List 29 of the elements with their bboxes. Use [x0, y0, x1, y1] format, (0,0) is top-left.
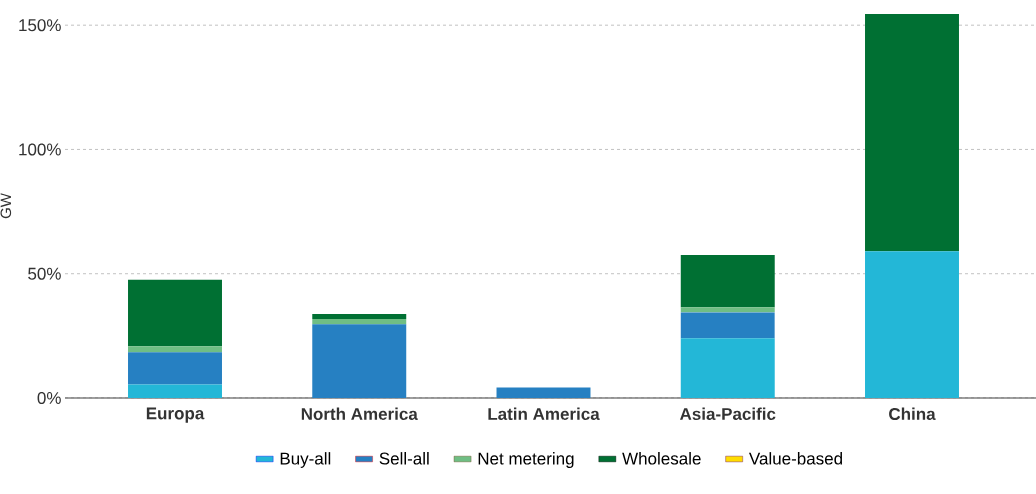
x-tick-label: China: [889, 407, 936, 421]
legend-label: Sell-all: [379, 452, 429, 465]
y-tick-label: 0%: [37, 391, 61, 405]
y-tick-label: 50%: [28, 267, 61, 280]
bar: [680, 307, 775, 313]
legend-label: Net metering: [478, 452, 574, 468]
bar: [128, 352, 222, 385]
bar: [312, 318, 407, 325]
bar: [128, 346, 222, 353]
bar: [865, 13, 959, 252]
y-axis-title: GW: [0, 193, 12, 219]
bar: [128, 384, 222, 398]
bar: [312, 313, 407, 319]
bar: [865, 251, 959, 398]
bar: [312, 324, 407, 398]
x-tick-label: Europa: [146, 407, 205, 423]
legend-label: Buy-all: [280, 452, 331, 468]
legend-label: Value-based: [748, 452, 842, 465]
x-tick-label: Asia-Pacific: [679, 407, 776, 421]
x-tick-label: Latin America: [488, 407, 600, 421]
y-tick-label: 150%: [19, 19, 61, 32]
bar: [680, 312, 775, 339]
y-tick-label: 100%: [19, 143, 61, 156]
bar: [128, 279, 222, 347]
bar: [680, 255, 775, 308]
x-tick-label: North America: [301, 407, 418, 421]
legend-label: Wholesale: [622, 452, 701, 465]
bar: [496, 387, 591, 398]
bar: [680, 338, 775, 398]
